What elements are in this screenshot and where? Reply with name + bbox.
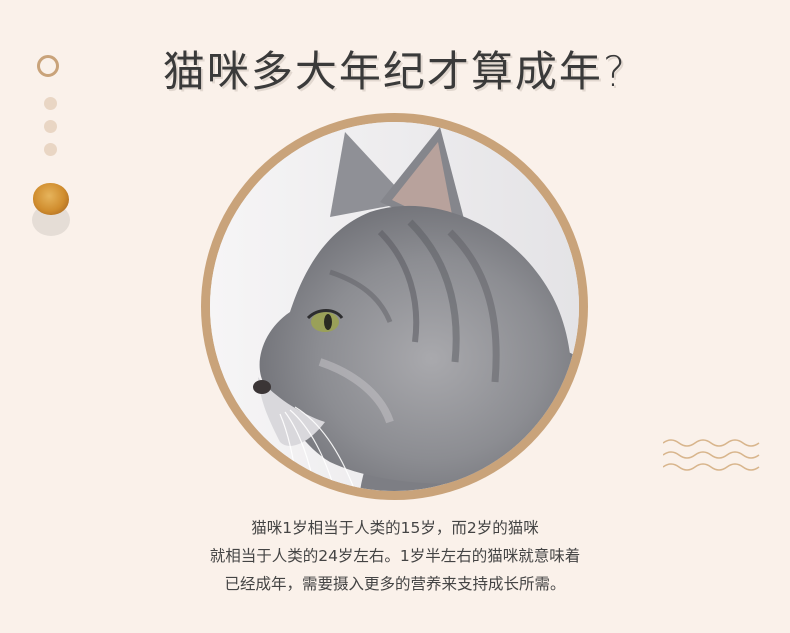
ring-icon — [37, 55, 59, 77]
kibble-icon — [33, 183, 69, 215]
cat-photo — [210, 122, 579, 491]
description-line: 猫咪1岁相当于人类的15岁，而2岁的猫咪 — [251, 519, 539, 537]
dot-icon — [44, 120, 57, 133]
page-title: 猫咪多大年纪才算成年? — [162, 47, 628, 96]
dot-icon — [44, 97, 57, 110]
portrait-frame — [201, 113, 588, 500]
description-line: 就相当于人类的24岁左右。1岁半左右的猫咪就意味着 — [209, 547, 581, 565]
cat-illustration — [210, 122, 579, 491]
wave-lines-icon — [663, 439, 760, 471]
dot-icon — [44, 143, 57, 156]
description-line: 已经成年，需要摄入更多的营养来支持成长所需。 — [224, 575, 566, 593]
description-text: 猫咪1岁相当于人类的15岁，而2岁的猫咪 就相当于人类的24岁左右。1岁半左右的… — [0, 514, 790, 598]
